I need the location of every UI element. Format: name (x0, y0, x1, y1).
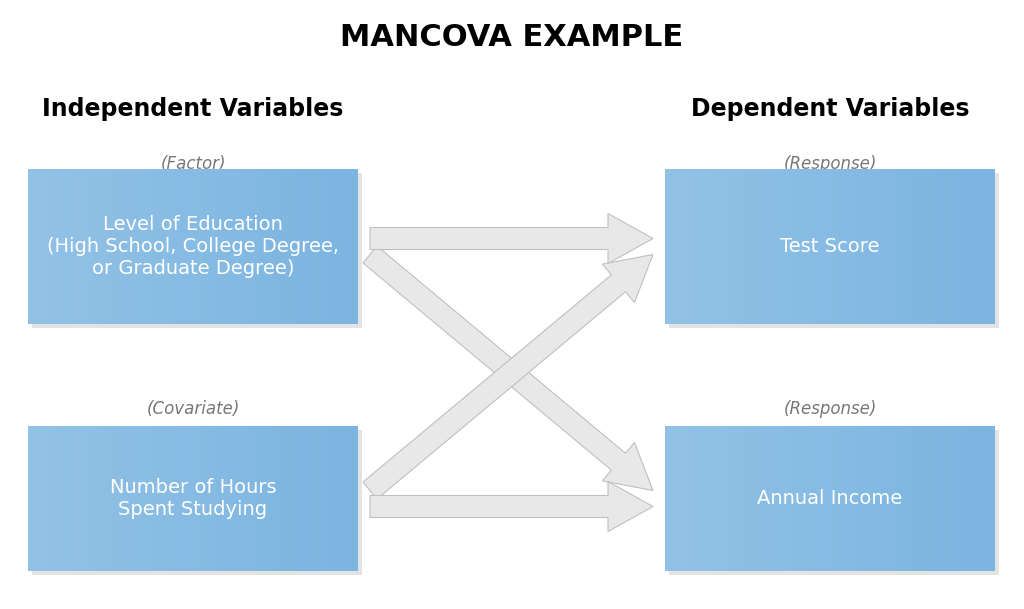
Polygon shape (370, 482, 653, 532)
FancyBboxPatch shape (32, 430, 362, 575)
Text: (Covariate): (Covariate) (146, 400, 240, 418)
Text: (Response): (Response) (783, 400, 877, 418)
FancyBboxPatch shape (665, 169, 995, 324)
FancyBboxPatch shape (669, 173, 999, 328)
Text: Level of Education
(High School, College Degree,
or Graduate Degree): Level of Education (High School, College… (47, 215, 339, 278)
Text: MANCOVA EXAMPLE: MANCOVA EXAMPLE (340, 23, 684, 52)
FancyBboxPatch shape (665, 426, 995, 571)
FancyBboxPatch shape (32, 173, 362, 328)
Polygon shape (362, 255, 653, 499)
Text: Independent Variables: Independent Variables (42, 97, 344, 121)
FancyBboxPatch shape (28, 169, 358, 324)
Polygon shape (362, 246, 653, 490)
Text: Test Score: Test Score (780, 237, 880, 256)
FancyBboxPatch shape (28, 426, 358, 571)
Text: (Response): (Response) (783, 155, 877, 173)
Polygon shape (370, 214, 653, 264)
Text: (Factor): (Factor) (160, 155, 225, 173)
Text: Annual Income: Annual Income (758, 489, 902, 508)
Text: Dependent Variables: Dependent Variables (691, 97, 970, 121)
FancyBboxPatch shape (669, 430, 999, 575)
Text: Number of Hours
Spent Studying: Number of Hours Spent Studying (110, 478, 276, 519)
